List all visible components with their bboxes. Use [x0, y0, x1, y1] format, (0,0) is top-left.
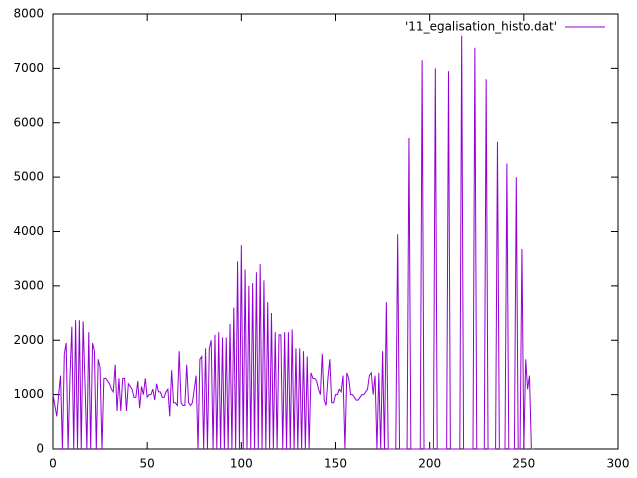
x-tick-label: 50 — [140, 457, 155, 471]
y-tick-label: 7000 — [13, 61, 44, 75]
x-tick-label: 200 — [418, 457, 441, 471]
y-tick-label: 6000 — [13, 115, 44, 129]
legend-label: '11_egalisation_histo.dat' — [405, 20, 557, 34]
y-tick-label: 1000 — [13, 387, 44, 401]
y-tick-label: 0 — [36, 442, 44, 456]
y-tick-label: 5000 — [13, 170, 44, 184]
line — [52, 35, 534, 450]
y-tick-label: 3000 — [13, 278, 44, 292]
x-tick-label: 250 — [512, 457, 535, 471]
y-tick-label: 8000 — [13, 7, 44, 21]
y-tick-label: 2000 — [13, 333, 44, 347]
x-tick-label: 150 — [324, 457, 347, 471]
x-tick-label: 100 — [230, 457, 253, 471]
y-tick-label: 4000 — [13, 224, 44, 238]
x-tick-label: 300 — [607, 457, 630, 471]
x-tick-label: 0 — [49, 457, 57, 471]
